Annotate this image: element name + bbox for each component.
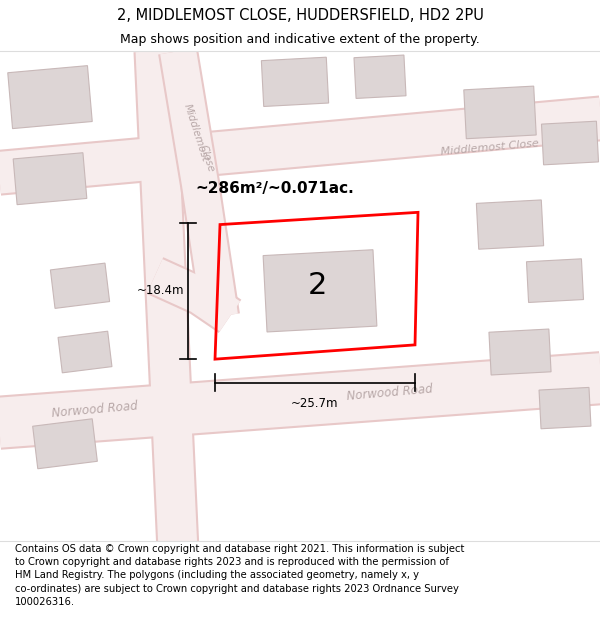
Text: Norwood Road: Norwood Road <box>346 382 434 403</box>
Bar <box>526 259 584 302</box>
Bar <box>32 419 97 469</box>
Bar <box>489 329 551 375</box>
Bar <box>354 55 406 98</box>
Text: ~286m²/~0.071ac.: ~286m²/~0.071ac. <box>195 181 354 196</box>
Text: Map shows position and indicative extent of the property.: Map shows position and indicative extent… <box>120 34 480 46</box>
Bar <box>539 388 591 429</box>
Bar <box>476 200 544 249</box>
Bar <box>541 121 599 165</box>
Text: ~25.7m: ~25.7m <box>291 397 339 410</box>
Bar <box>8 66 92 129</box>
Bar <box>262 58 329 106</box>
Bar <box>464 86 536 139</box>
Text: 2: 2 <box>307 271 326 300</box>
Text: 2, MIDDLEMOST CLOSE, HUDDERSFIELD, HD2 2PU: 2, MIDDLEMOST CLOSE, HUDDERSFIELD, HD2 2… <box>116 8 484 23</box>
Text: Close: Close <box>198 143 216 173</box>
Text: Middlemost: Middlemost <box>182 102 210 163</box>
Text: ~18.4m: ~18.4m <box>137 284 184 298</box>
Bar <box>50 263 110 308</box>
Text: Norwood Road: Norwood Road <box>52 400 139 421</box>
Bar <box>58 331 112 373</box>
Text: Middlemost Close: Middlemost Close <box>440 139 539 158</box>
Bar <box>13 152 87 204</box>
Bar <box>263 250 377 332</box>
Text: Contains OS data © Crown copyright and database right 2021. This information is : Contains OS data © Crown copyright and d… <box>15 544 464 607</box>
